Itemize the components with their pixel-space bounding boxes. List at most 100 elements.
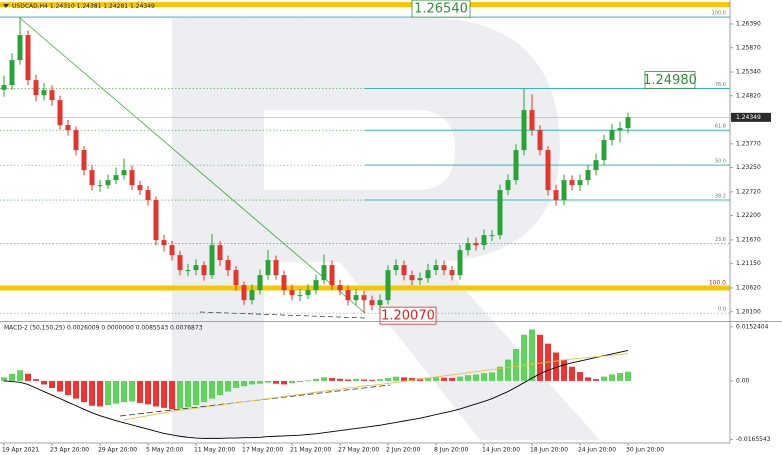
histogram-bar [153, 380, 159, 407]
histogram-bar [89, 380, 95, 406]
candle-body [497, 190, 503, 236]
candle-body [569, 180, 575, 186]
histogram-bar [17, 370, 23, 381]
candle-body [281, 275, 287, 291]
histogram-bar [241, 380, 247, 387]
fib-label: 50.0 [715, 159, 726, 165]
y-tick-label: 1.25870 [736, 44, 761, 51]
histogram-bar [281, 380, 287, 385]
candle-body [209, 245, 215, 276]
candle-body [153, 200, 159, 241]
x-tick-label: 30 Jun 20:00 [626, 447, 664, 454]
fib-label: 23.6 [715, 237, 726, 243]
histogram-bar [353, 378, 359, 381]
y-tick-label: 1.24820 [736, 92, 761, 99]
chart-title: USDCAD,H4 1.24310 1.24381 1.24281 1.2434… [12, 3, 155, 10]
histogram-bar [177, 380, 183, 409]
candle-body [73, 130, 79, 151]
histogram-bar [601, 376, 607, 381]
histogram-bar [249, 380, 255, 385]
candle-body [193, 265, 199, 271]
indicator-line [3, 349, 629, 439]
histogram-bar [593, 379, 599, 381]
y-tick-label: 0.0152404 [736, 323, 769, 330]
candle-body [609, 130, 615, 141]
histogram-bar [97, 380, 103, 407]
candle-body [17, 35, 23, 61]
candle-body [137, 185, 143, 191]
histogram-bar [609, 374, 615, 381]
histogram-bar [57, 380, 63, 392]
histogram-bar [145, 380, 151, 405]
candle-body [313, 280, 319, 291]
indicator-title: MACD-2 (50,150,25) 0.0026009 0.0000000 0… [4, 325, 203, 332]
candle-body [321, 265, 327, 281]
histogram-bar [497, 366, 503, 381]
x-tick-label: 8 Jun 20:00 [434, 447, 468, 454]
candle-body [369, 300, 375, 306]
y-tick-label: 1.26390 [736, 20, 761, 27]
annotation-label: 1.26540 [414, 2, 468, 17]
histogram-bar [337, 378, 343, 381]
candle-body [593, 160, 599, 171]
candle-body [489, 235, 495, 237]
fib-label: 0.0 [718, 307, 726, 313]
candle-body [265, 260, 271, 276]
candle-body [177, 255, 183, 271]
candle-body [289, 290, 295, 296]
candle-body [521, 110, 527, 151]
candle-body [473, 243, 479, 246]
candle-body [121, 170, 127, 176]
y-tick-label: 1.23250 [736, 164, 761, 171]
histogram-bar [409, 378, 415, 381]
histogram-bar [465, 375, 471, 381]
histogram-bar [297, 380, 303, 382]
candle-body [241, 285, 247, 301]
histogram-bar [433, 377, 439, 381]
candle-body [537, 130, 543, 151]
candle-body [481, 235, 487, 246]
y-tick-label: 1.21670 [736, 236, 761, 243]
histogram-bar [529, 329, 535, 381]
candle-body [129, 170, 135, 186]
candle-body [417, 278, 423, 281]
y-tick-label: 1.25340 [736, 69, 761, 76]
watermark [172, 18, 600, 440]
y-tick-label: 0.00 [736, 377, 750, 384]
histogram-bar [65, 380, 71, 396]
histogram-bar [329, 378, 335, 381]
menu-arrow[interactable] [3, 4, 9, 8]
current-price-label: 1.24349 [736, 114, 761, 121]
fib-label: 38.2 [715, 194, 726, 200]
candle-body [57, 100, 63, 126]
candle-body [577, 180, 583, 186]
candle-body [545, 150, 551, 191]
histogram-bar [201, 380, 207, 403]
annotation-label: 1.20070 [381, 309, 435, 324]
histogram-bar [585, 377, 591, 381]
candle-body [169, 245, 175, 256]
candle-body [529, 110, 535, 131]
histogram-bar [81, 380, 87, 403]
candle-body [81, 150, 87, 171]
candle-body [385, 270, 391, 301]
histogram-bar [521, 334, 527, 381]
candle-body [217, 245, 223, 261]
fib-label: 76.0 [715, 82, 726, 88]
histogram-bar [561, 359, 567, 381]
candle-body [393, 265, 399, 271]
histogram-bar [617, 373, 623, 381]
candle-body [377, 300, 383, 306]
watermark-stem [172, 18, 264, 438]
candle-body [625, 117, 631, 129]
x-tick-label: 14 Jun 20:00 [482, 447, 520, 454]
histogram-bar [25, 373, 31, 381]
histogram-bar [289, 380, 295, 384]
candle-body [233, 270, 239, 286]
candle-body [329, 265, 335, 286]
histogram-bar [113, 380, 119, 404]
x-tick-label: 24 Jun 20:00 [578, 447, 616, 454]
trend-line [19, 17, 366, 314]
